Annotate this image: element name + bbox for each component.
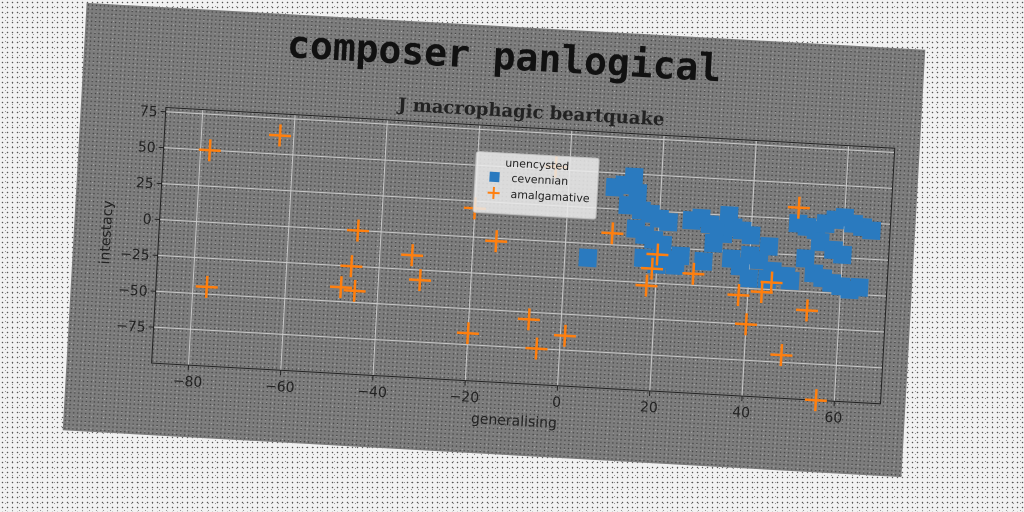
point-amalgamative — [804, 389, 827, 412]
y-tick-label: −50 — [118, 282, 148, 300]
point-amalgamative — [456, 322, 479, 345]
tick-marks: −80 −60 −40 −20 0 20 40 60 75 50 25 0 −25 −50 −75 — [116, 103, 843, 427]
point-amalgamative — [770, 344, 793, 367]
legend-label-cevennian: cevennian — [511, 171, 569, 188]
point-cevennian — [739, 268, 759, 288]
y-tick-label: −25 — [120, 246, 150, 264]
point-amalgamative — [640, 257, 664, 280]
y-tick-label: 25 — [135, 175, 154, 192]
point-amalgamative — [343, 279, 366, 302]
point-cevennian — [776, 266, 796, 286]
point-amalgamative — [340, 255, 363, 278]
point-amalgamative — [795, 299, 819, 322]
point-cevennian — [833, 245, 853, 265]
point-amalgamative — [787, 196, 810, 219]
point-cevennian — [693, 251, 713, 271]
point-cevennian — [741, 225, 761, 245]
x-tick-label: 40 — [732, 405, 751, 422]
point-amalgamative — [485, 230, 508, 253]
point-cevennian — [849, 277, 869, 297]
y-gridline — [155, 290, 885, 333]
point-amalgamative — [525, 337, 548, 360]
x-tick-label: −40 — [357, 384, 387, 402]
y-gridline — [153, 326, 883, 369]
point-amalgamative — [735, 313, 758, 336]
x-gridline — [833, 145, 850, 402]
y-tick-label: 50 — [137, 139, 156, 156]
point-amalgamative — [601, 222, 624, 245]
x-tick-label: −80 — [172, 373, 202, 391]
point-amalgamative — [517, 308, 540, 331]
y-axis-label: intestacy — [97, 200, 117, 265]
scatter-plot: −80 −60 −40 −20 0 20 40 60 75 50 25 0 −25 −50 −75 gene… — [97, 103, 896, 432]
x-tick-label: 20 — [640, 399, 659, 416]
y-gridline — [159, 218, 889, 261]
point-cevennian — [795, 248, 815, 268]
point-amalgamative — [346, 219, 370, 242]
square-marker-icon — [483, 168, 506, 185]
y-gridline — [157, 254, 887, 297]
point-amalgamative — [646, 243, 669, 266]
point-cevennian — [659, 212, 678, 232]
y-tick-label: −75 — [116, 318, 146, 336]
point-cevennian — [862, 220, 882, 240]
legend-label-amalgamative: amalgamative — [510, 187, 590, 205]
point-cevennian — [757, 269, 777, 289]
chart-legend: unencysted cevennian amalgamative — [472, 150, 600, 220]
point-amalgamative — [727, 284, 750, 307]
chart-figure: composer panlogical J macrophagic beartq… — [62, 2, 926, 478]
point-amalgamative — [750, 280, 773, 304]
point-cevennian — [704, 233, 724, 253]
data-points — [195, 124, 882, 412]
point-amalgamative — [195, 275, 218, 298]
point-amalgamative — [760, 271, 783, 294]
point-amalgamative — [682, 262, 705, 285]
point-cevennian — [578, 248, 598, 268]
point-amalgamative — [401, 244, 424, 267]
x-tick-label: 60 — [824, 410, 843, 427]
x-axis-label: generalising — [471, 411, 558, 432]
x-tick-label: −20 — [449, 389, 479, 407]
y-tick-label: 75 — [139, 103, 158, 120]
point-cevennian — [665, 256, 685, 276]
point-amalgamative — [198, 139, 221, 162]
plus-marker-icon — [482, 184, 505, 201]
y-gridline — [165, 111, 895, 154]
axes-frame — [151, 106, 896, 405]
grid-lines — [153, 109, 895, 402]
point-cevennian — [624, 167, 644, 187]
point-amalgamative — [329, 276, 352, 299]
x-tick-label: −60 — [265, 378, 295, 396]
y-tick-label: 0 — [142, 212, 152, 228]
point-amalgamative — [553, 324, 577, 347]
point-amalgamative — [408, 269, 432, 292]
x-gridline — [372, 119, 388, 376]
point-cevennian — [759, 236, 779, 256]
x-tick-label: 0 — [552, 395, 562, 411]
x-gridline — [741, 140, 757, 397]
point-amalgamative — [268, 124, 292, 147]
x-gridline — [188, 109, 204, 366]
point-amalgamative — [635, 274, 658, 297]
x-gridline — [280, 114, 296, 371]
